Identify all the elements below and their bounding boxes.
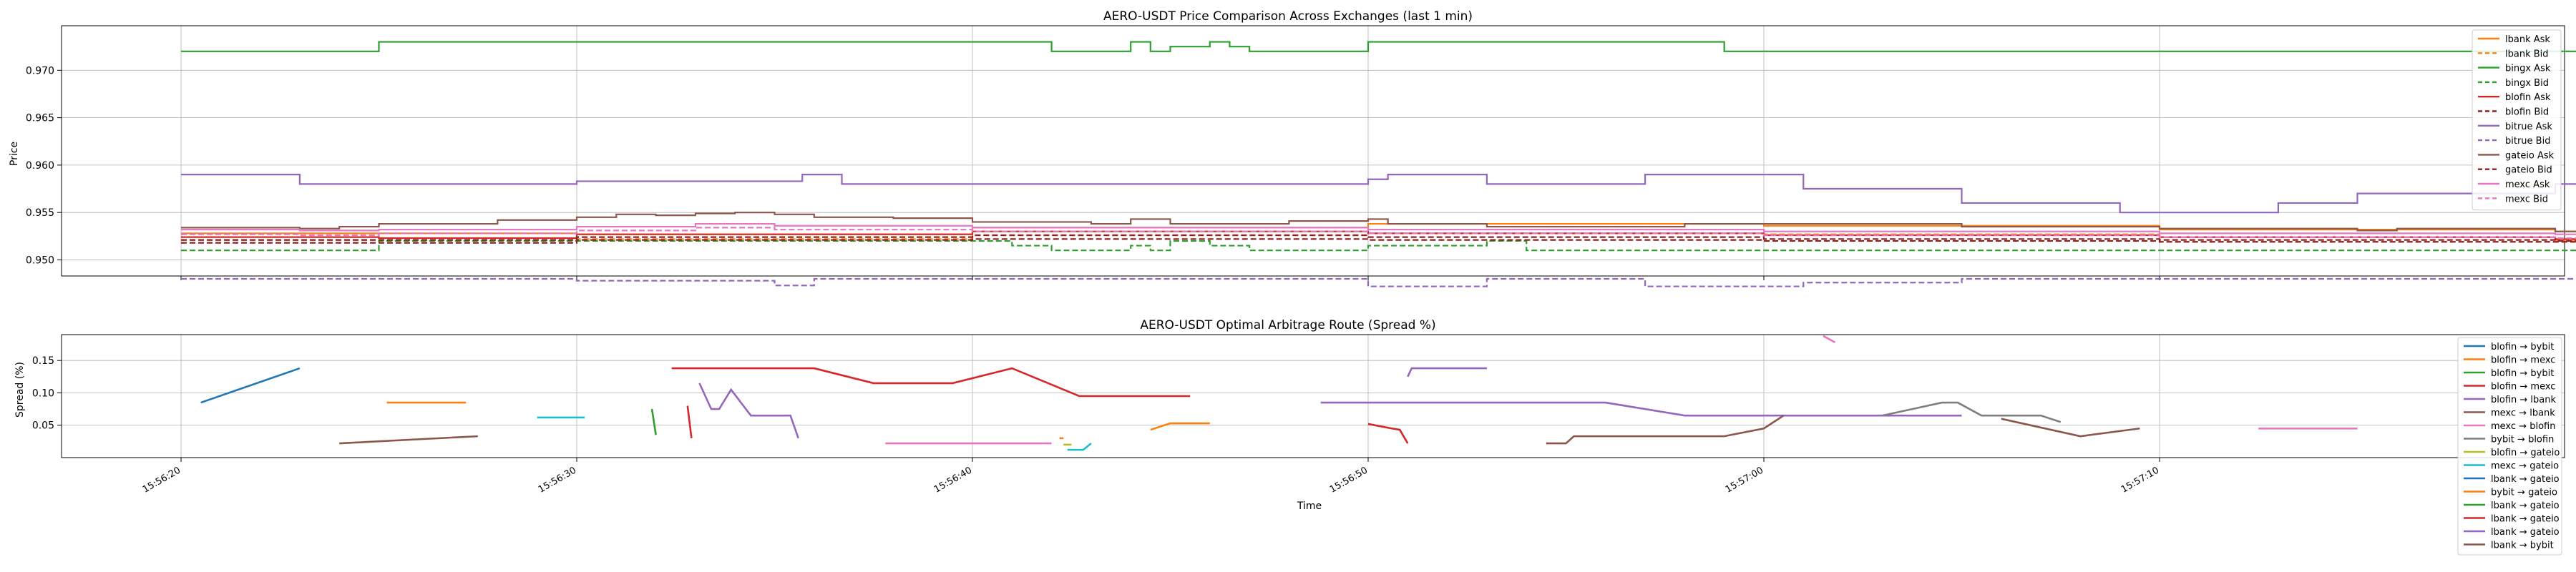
series-line [181,277,2576,287]
arbitrage-route-chart: AERO-USDT Optimal Arbitrage Route (Sprea… [14,318,2565,556]
x-tick-label: 15:56:20 [141,465,182,495]
legend-label: lbank Ask [2505,34,2550,45]
series-line [181,222,2576,235]
x-tick-label: 15:56:50 [1328,465,1370,495]
legend-label: bybit → gateio [2491,488,2557,498]
x-axis-label: Time [1297,500,1322,512]
y-tick-label: 0.960 [26,160,54,172]
route-line [1320,401,1962,417]
y-tick-label: 0.15 [32,355,54,367]
y-axis-label: Spread (%) [14,362,26,418]
series-line [181,238,2576,244]
series-line [181,41,2576,52]
legend-label: gateio Bid [2505,165,2552,176]
plot-frame [61,334,2565,458]
y-tick-label: 0.955 [26,207,54,219]
route-line [1882,401,2062,423]
series-line [181,174,2576,214]
route-line [671,367,1191,398]
plot-frame [61,25,2565,277]
route-line [698,383,799,439]
legend-label: mexc Ask [2505,179,2550,190]
y-tick-label: 0.970 [26,65,54,77]
route-line [2001,418,2140,438]
legend-label: blofin → bybit [2491,368,2554,379]
legend-label: mexc → blofin [2491,421,2555,432]
legend-label: bingx Bid [2505,78,2549,89]
y-tick-label: 0.10 [32,388,54,399]
legend-label: lbank → gateio [2491,500,2560,511]
legend-label: lbank → gateio [2491,474,2560,485]
legend-label: lbank → gateio [2491,527,2560,538]
legend-label: bingx Ask [2505,64,2551,74]
legend-label: bybit → blofin [2491,435,2554,445]
legend-label: bitrue Ask [2505,122,2552,132]
legend-label: lbank → bybit [2491,541,2554,551]
legend-label: gateio Ask [2505,150,2555,161]
chart-title: AERO-USDT Price Comparison Across Exchan… [1103,9,1473,24]
legend-label: blofin → bybit [2491,342,2554,352]
legend-label: blofin Ask [2505,92,2551,103]
legend-label: bitrue Bid [2505,136,2550,147]
route-line [1067,443,1092,451]
series-line [181,227,2576,240]
route-line [1367,423,1409,444]
y-tick-label: 0.950 [26,255,54,266]
route-line [200,367,301,404]
route-line [1823,335,1836,344]
y-axis-label: Price [9,142,20,166]
route-line [1150,422,1210,431]
legend-box [2457,337,2562,556]
series-line [181,240,2576,252]
y-tick-label: 0.965 [26,113,54,124]
x-tick-label: 15:57:10 [2119,465,2161,495]
legend-label: blofin Bid [2505,107,2549,118]
x-tick-label: 15:56:40 [932,465,974,495]
route-line [1407,367,1487,378]
series-line [181,212,2576,232]
price-comparison-chart: AERO-USDT Price Comparison Across Exchan… [9,9,2576,287]
legend-label: mexc → gateio [2491,461,2559,472]
route-line [686,405,693,438]
legend-label: lbank Bid [2505,49,2549,59]
legend-label: mexc Bid [2505,194,2548,204]
route-line [1546,415,1785,445]
legend-label: blofin → gateio [2491,448,2560,458]
y-tick-label: 0.05 [32,420,54,432]
chart-title: AERO-USDT Optimal Arbitrage Route (Sprea… [1140,318,1435,332]
legend-label: lbank → gateio [2491,514,2560,525]
legend-label: blofin → mexc [2491,382,2555,393]
series-line [181,234,2576,242]
x-tick-label: 15:56:30 [537,465,578,495]
legend-label: blofin → lbank [2491,395,2556,405]
series-line [181,222,2576,235]
legend-label: mexc → lbank [2491,408,2555,419]
route-line [339,435,478,445]
x-tick-label: 15:57:00 [1724,465,1765,495]
route-line [650,408,657,435]
legend-label: blofin → mexc [2491,355,2555,366]
legend-box [2472,29,2562,211]
